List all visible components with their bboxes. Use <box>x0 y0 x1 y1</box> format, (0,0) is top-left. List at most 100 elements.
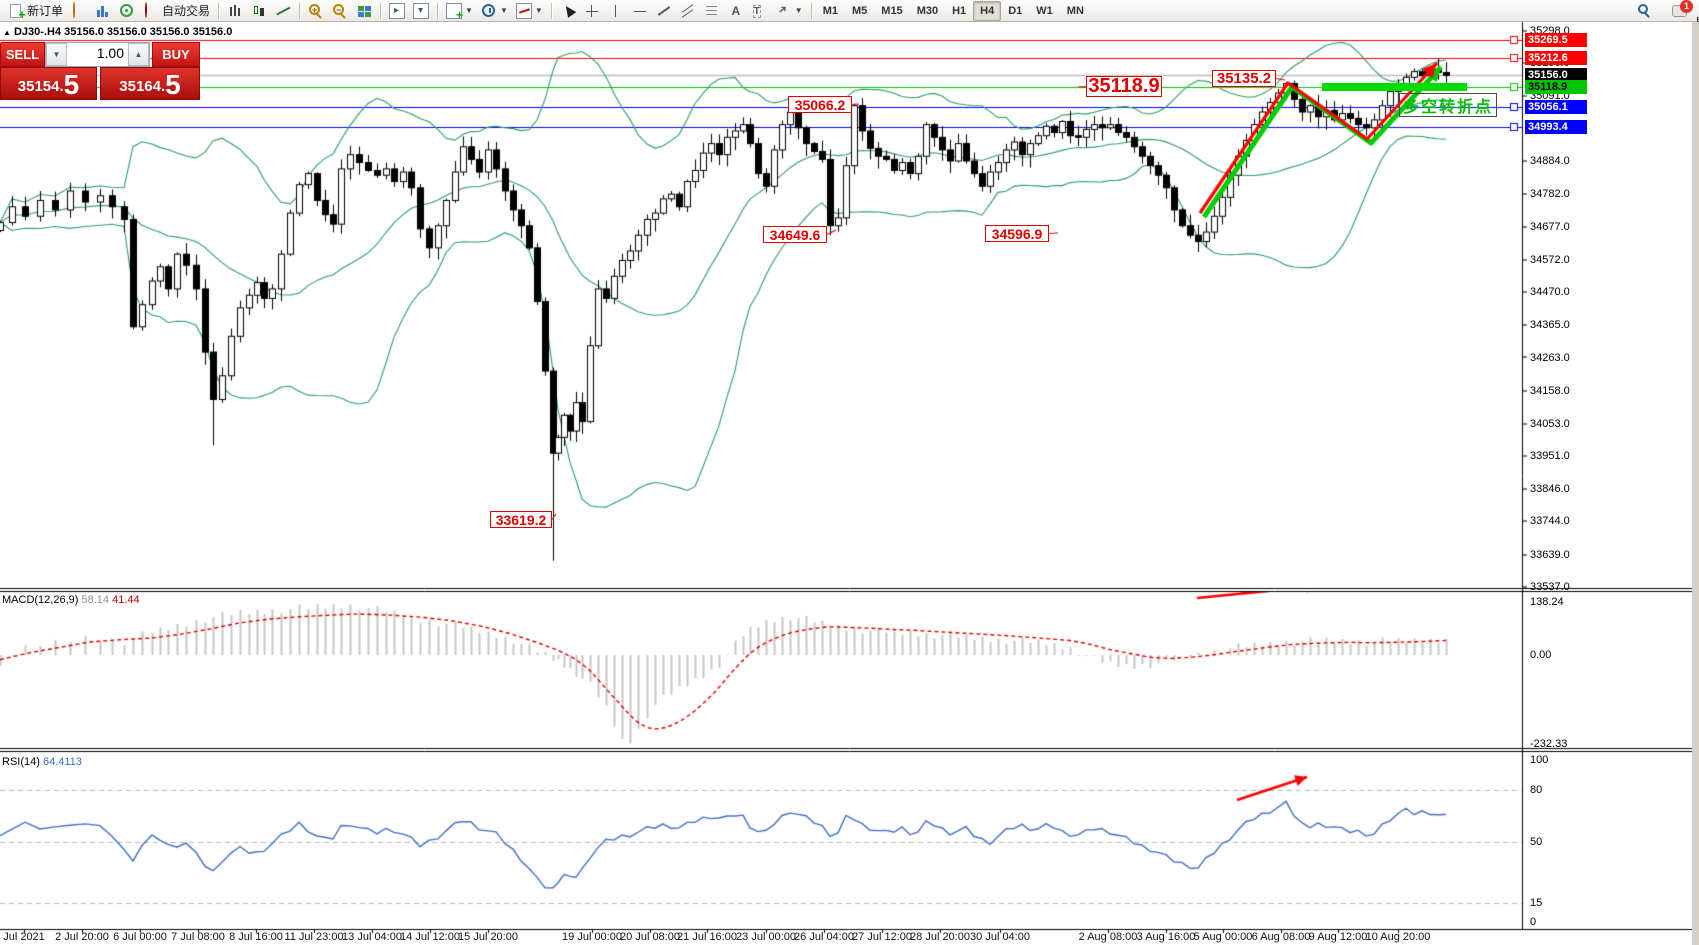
time-tick-label: 20 Jul 08:00 <box>620 931 680 943</box>
period-presets-button[interactable]: ▼ <box>477 1 512 21</box>
search-button[interactable] <box>1634 1 1658 21</box>
line-chart-icon <box>275 3 291 19</box>
volume-decrease-button[interactable]: ▼ <box>46 43 67 66</box>
text-tool-button[interactable]: A <box>724 1 748 21</box>
sell-price[interactable]: 35154 . 5 <box>0 67 97 100</box>
chart-price-tag[interactable]: 34596.9 <box>985 225 1049 242</box>
timeframe-m5-button[interactable]: M5 <box>852 4 868 17</box>
sell-button[interactable]: SELL <box>0 42 45 67</box>
autotrade-button[interactable]: 自动交易 <box>139 1 214 21</box>
candle-chart-button[interactable] <box>247 1 271 21</box>
crosshair-tool-icon <box>584 3 600 19</box>
timeframe-m1-button[interactable]: M1 <box>822 4 838 17</box>
chart-price-tag[interactable]: 33619.2 <box>490 511 552 528</box>
price-tick-label: 34677.0 <box>1530 220 1570 233</box>
symbol-marker-icon: ▲ <box>3 28 11 37</box>
price-tick-label: 34158.0 <box>1530 384 1570 397</box>
symbol-ohlc-text: DJ30-.H4 35156.0 35156.0 35156.0 35156.0 <box>13 26 233 38</box>
chart-price-tag[interactable]: 35135.2 <box>1212 70 1276 87</box>
tile-windows-button[interactable] <box>352 1 376 21</box>
new-chart-button[interactable]: ▼ <box>442 1 477 22</box>
time-tick-label: 7 Jul 08:00 <box>171 931 225 943</box>
timeframe-m30-button[interactable]: M30 <box>916 4 939 17</box>
price-line-chip: 35118.9 <box>1525 80 1587 95</box>
chart-price-tag[interactable]: 35066.2 <box>788 96 852 113</box>
time-tick-label: 14 Jul 12:00 <box>400 931 460 943</box>
price-tick-label: 34572.0 <box>1530 253 1570 266</box>
timeframe-mn-button[interactable]: MN <box>1066 4 1084 17</box>
fibonacci-tool-button[interactable]: F <box>700 1 1699 24</box>
price-tick-label: 33846.0 <box>1530 483 1570 496</box>
period-presets-icon <box>481 3 497 19</box>
vline-tool-button[interactable] <box>604 1 628 21</box>
search-icon <box>1638 3 1648 14</box>
autotrade-icon <box>143 1 159 19</box>
volume-input[interactable]: 1.00 <box>96 45 124 61</box>
sell-price-frac: 5 <box>63 69 80 100</box>
notification-badge: 1 <box>1680 0 1693 13</box>
chart-price-tag[interactable]: 34649.6 <box>763 226 827 243</box>
zoom-out-button[interactable]: − <box>328 1 352 21</box>
time-tick-label: 10 Aug 20:00 <box>1365 931 1431 943</box>
timeframe-m15-button[interactable]: M15 <box>881 4 903 17</box>
price-tick-label: 34365.0 <box>1530 319 1570 332</box>
timeframe-w1-button[interactable]: W1 <box>1036 4 1053 17</box>
chart-price-tag[interactable]: 35118.9 <box>1086 75 1162 97</box>
indicators-button[interactable]: ▼ <box>512 1 547 21</box>
arrange-charts-icon <box>389 2 406 19</box>
new-order-button[interactable]: 新订单 <box>4 1 67 22</box>
rsi-tick-label: 15 <box>1530 896 1543 909</box>
toolbar-separator <box>437 2 439 19</box>
toolbar-separator <box>380 2 382 19</box>
price-tick-label: 33744.0 <box>1530 515 1570 528</box>
time-tick-label: 27 Jul 12:00 <box>852 931 912 943</box>
signals-button[interactable] <box>115 1 139 21</box>
new-chart-icon <box>446 2 463 22</box>
rsi-value: 64.4113 <box>42 756 82 768</box>
arrange-charts-button[interactable] <box>385 1 409 21</box>
timeframe-h4-button[interactable]: H4 <box>973 0 1002 21</box>
deposit-gold-button[interactable] <box>67 1 91 21</box>
bar-chart-button[interactable] <box>223 1 247 21</box>
trendline-tool-button[interactable] <box>652 1 676 21</box>
community-button[interactable] <box>91 1 115 21</box>
price-line-chip: 35269.5 <box>1525 32 1587 47</box>
label-tool-icon: T <box>752 4 761 18</box>
turning-point-label[interactable]: 多空转折点 <box>1399 93 1497 117</box>
green-highlight-bar[interactable] <box>1322 83 1467 91</box>
time-tick-label: 30 Jul 04:00 <box>970 931 1030 943</box>
timeframe-d1-button[interactable]: D1 <box>1008 4 1023 17</box>
deposit-gold-icon <box>71 1 87 19</box>
arrows-tool-icon <box>776 3 792 19</box>
cursor-tool-button[interactable] <box>556 1 580 21</box>
timeframe-h1-button[interactable]: H1 <box>952 4 967 17</box>
time-tick-label: 21 Jul 16:00 <box>677 931 737 943</box>
buy-price[interactable]: 35164 . 5 <box>100 67 200 100</box>
hline-tool-button[interactable] <box>628 1 652 21</box>
line-chart-button[interactable] <box>271 1 295 21</box>
cascade-charts-button[interactable] <box>409 1 433 21</box>
trendline-tool-icon <box>656 3 672 19</box>
notifications-button[interactable]: 1 <box>1668 0 1693 21</box>
zoom-out-icon: − <box>332 3 348 19</box>
volume-increase-button[interactable]: ▲ <box>128 43 149 66</box>
time-tick-label: 15 Jul 20:00 <box>458 931 518 943</box>
arrows-tool-button[interactable]: ▼ <box>772 1 807 21</box>
price-tick-label: 33537.0 <box>1530 580 1570 593</box>
channel-tool-button[interactable]: E <box>676 1 1699 24</box>
zoom-in-button[interactable]: + <box>304 1 328 21</box>
time-tick-label: 13 Jul 04:00 <box>342 931 402 943</box>
new-order-icon <box>8 3 26 22</box>
autotrade-button-label: 自动交易 <box>162 4 211 18</box>
chevron-down-icon: ▼ <box>499 6 508 15</box>
buy-button[interactable]: BUY <box>152 42 200 67</box>
price-line-chip: 35156.0 <box>1525 68 1587 83</box>
indicators-icon <box>515 2 532 19</box>
time-tick-label: 11 Jul 23:00 <box>284 931 344 943</box>
rsi-name: RSI(14) <box>2 756 40 768</box>
crosshair-tool-button[interactable] <box>580 1 604 21</box>
toolbar-separator <box>810 2 812 19</box>
time-tick-label: 8 Jul 16:00 <box>229 931 283 943</box>
label-tool-button[interactable]: T <box>748 1 772 21</box>
